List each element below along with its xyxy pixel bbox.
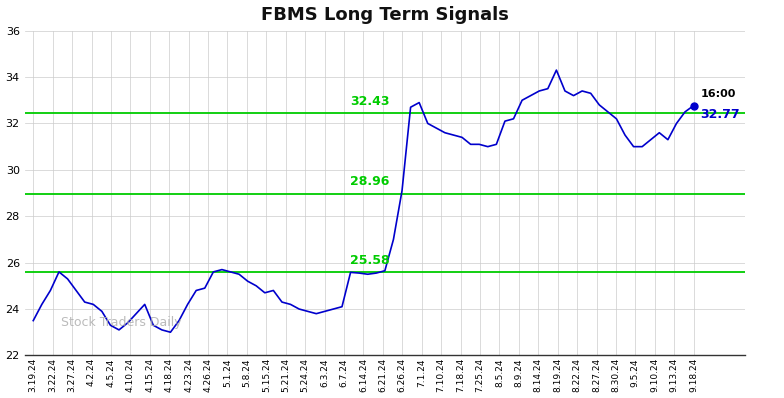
Text: 16:00: 16:00 [700, 89, 736, 99]
Title: FBMS Long Term Signals: FBMS Long Term Signals [261, 6, 509, 23]
Text: 25.58: 25.58 [350, 254, 390, 267]
Text: 28.96: 28.96 [350, 175, 390, 188]
Text: 32.43: 32.43 [350, 95, 390, 108]
Text: 32.77: 32.77 [700, 108, 740, 121]
Text: Stock Traders Daily: Stock Traders Daily [60, 316, 181, 330]
